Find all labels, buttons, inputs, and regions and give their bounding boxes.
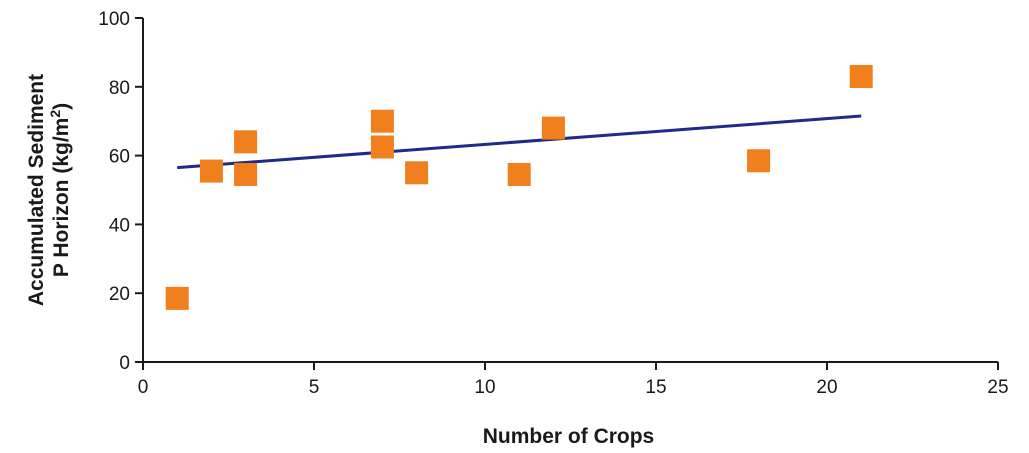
data-point <box>234 163 258 187</box>
data-point <box>405 161 429 185</box>
data-point <box>165 286 189 310</box>
x-tick-label: 10 <box>474 377 495 398</box>
x-tick-label: 15 <box>645 377 666 398</box>
y-tick-label: 20 <box>109 284 130 305</box>
x-tick-label: 20 <box>816 377 837 398</box>
data-point <box>849 64 873 88</box>
data-point <box>370 109 394 133</box>
y-axis-title-line2-main: P Horizon (kg/m <box>50 118 73 277</box>
data-point <box>199 159 223 183</box>
x-ticks: 0 5 10 15 20 25 <box>138 362 1009 398</box>
y-tick-label: 40 <box>109 215 130 236</box>
data-points <box>165 64 873 310</box>
y-tick-label: 100 <box>98 9 130 30</box>
x-tick-label: 0 <box>138 377 149 398</box>
y-axis-title-line2: P Horizon (kg/m2) <box>47 103 73 277</box>
x-tick-label: 5 <box>309 377 320 398</box>
y-ticks: 0 20 40 60 80 100 <box>98 9 143 374</box>
data-point <box>234 130 258 154</box>
y-tick-label: 60 <box>109 147 130 168</box>
y-tick-label: 80 <box>109 78 130 99</box>
x-axis-title: Number of Crops <box>483 425 655 448</box>
y-axis-title: Accumulated Sediment P Horizon (kg/m2) <box>25 74 73 306</box>
x-tick-label: 25 <box>987 377 1008 398</box>
y-tick-label: 0 <box>119 353 130 374</box>
data-point <box>507 163 531 187</box>
y-axis-title-line1: Accumulated Sediment <box>25 74 48 306</box>
data-point <box>747 149 771 173</box>
data-point <box>541 116 565 140</box>
trendline-group <box>177 114 862 170</box>
data-point <box>370 135 394 159</box>
y-axis-title-line2-end: ) <box>50 103 73 110</box>
y-axis-title-line2-sup: 2 <box>47 110 63 118</box>
trendline <box>177 114 862 170</box>
